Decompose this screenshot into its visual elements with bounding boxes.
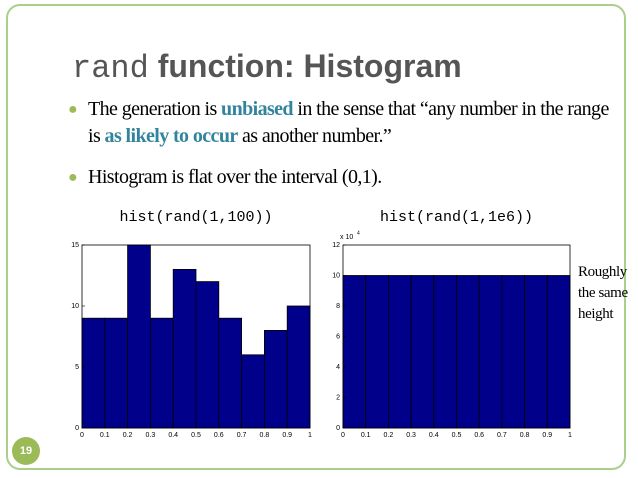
bullet-emphasis: unbiased	[221, 98, 294, 120]
x-tick-label: 0.2	[123, 432, 133, 439]
bar	[433, 275, 457, 429]
x-tick-label: 0.2	[384, 432, 394, 439]
bar	[127, 244, 151, 429]
x-tick-label: 0.5	[452, 432, 462, 439]
bar	[546, 275, 571, 429]
x-tick-label: 0.9	[282, 432, 292, 439]
bar	[81, 317, 106, 429]
x-tick-label: 0.7	[237, 432, 247, 439]
x-tick-label: 0.1	[361, 432, 371, 439]
bar	[149, 317, 174, 429]
bar	[456, 275, 480, 429]
bar	[172, 268, 197, 429]
y-tick-label: 15	[71, 242, 79, 249]
bar	[387, 275, 412, 429]
side-note: Roughly the same height	[578, 264, 628, 322]
x-tick-label: 0.3	[146, 432, 156, 439]
bar	[524, 275, 548, 429]
bar	[501, 275, 525, 429]
bar	[241, 354, 265, 429]
y-tick-label: 5	[75, 364, 79, 371]
x-tick-label: 0.6	[474, 432, 484, 439]
bar	[286, 305, 311, 429]
bar	[195, 281, 220, 429]
x-tick-label: 0.5	[191, 432, 201, 439]
bullet-text: in the sense that “any number in the ran…	[88, 98, 609, 147]
bar	[365, 275, 389, 429]
x-tick-label: 0.9	[542, 432, 552, 439]
bar	[104, 317, 129, 429]
y-multiplier-exponent: 4	[357, 230, 360, 236]
title-text: function: Histogram	[157, 48, 462, 84]
bullet-emphasis: as likely to occur	[104, 125, 239, 147]
bullet-text: Histogram is flat over the interval (0,1…	[88, 166, 382, 188]
y-tick-label: 10	[332, 272, 340, 279]
x-tick-label: 0.6	[214, 432, 224, 439]
x-tick-label: 0	[341, 432, 345, 439]
bullet: The generation is unbiased in the sense …	[68, 96, 610, 150]
x-tick-label: 1	[308, 432, 312, 439]
y-tick-label: 6	[336, 333, 340, 340]
x-tick-label: 0.4	[429, 432, 439, 439]
bar	[218, 317, 243, 429]
page-number: 19	[12, 437, 40, 465]
x-tick-label: 0	[80, 432, 84, 439]
bullet: Histogram is flat over the interval (0,1…	[68, 164, 610, 191]
bullet-text: as another number.”	[237, 125, 392, 147]
y-tick-label: 0	[336, 425, 340, 432]
x-tick-label: 0.8	[520, 432, 530, 439]
x-tick-label: 0.7	[497, 432, 507, 439]
y-tick-label: 10	[71, 303, 79, 310]
slide-frame	[6, 4, 626, 470]
slide-title: rand function: Histogram	[72, 48, 462, 87]
bar	[410, 275, 435, 429]
bar	[263, 329, 288, 429]
y-tick-label: 2	[336, 394, 340, 401]
bullet-text: The generation is	[88, 98, 222, 120]
y-tick-label: 4	[336, 364, 340, 371]
bar	[342, 275, 367, 429]
chart-title: hist(rand(1,100))	[119, 209, 272, 226]
y-multiplier: x 10	[340, 234, 353, 241]
y-tick-label: 8	[336, 303, 340, 310]
x-tick-label: 0.4	[168, 432, 178, 439]
y-tick-label: 12	[332, 242, 340, 249]
x-tick-label: 1	[568, 432, 572, 439]
x-tick-label: 0.1	[100, 432, 110, 439]
x-tick-label: 0.3	[406, 432, 416, 439]
x-tick-label: 0.8	[260, 432, 270, 439]
bar	[478, 275, 503, 429]
y-tick-label: 0	[75, 425, 79, 432]
title-code: rand	[72, 50, 149, 87]
chart-title: hist(rand(1,1e6))	[380, 209, 533, 226]
